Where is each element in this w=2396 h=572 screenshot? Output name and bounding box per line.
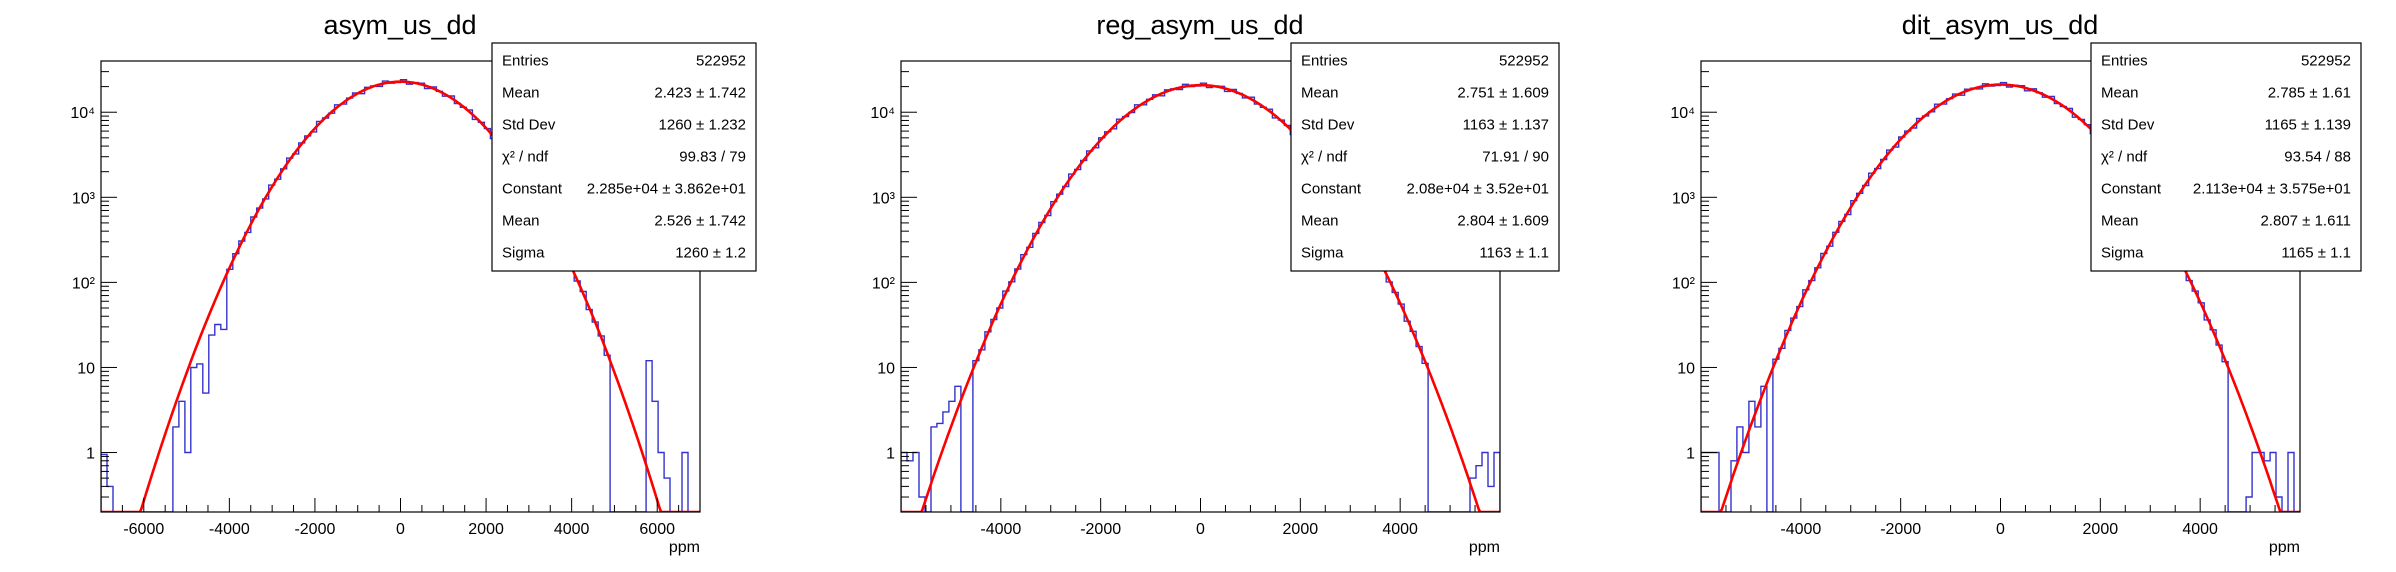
- stats-value: 2.113e+04 ± 3.575e+01: [2193, 180, 2351, 197]
- stats-value: 522952: [696, 52, 746, 69]
- fit-curve: [1701, 83, 2300, 512]
- stats-value: 2.785 ± 1.61: [2268, 84, 2351, 101]
- stats-label: Sigma: [1301, 244, 1344, 261]
- x-tick-label: 0: [1996, 521, 2005, 538]
- stats-box: Entries 522952 Mean 2.751 ± 1.609 Std Dev 116…: [1290, 42, 1560, 272]
- x-tick-label: -2000: [1880, 521, 1921, 538]
- stats-label: Entries: [502, 52, 549, 69]
- x-tick-label: -2000: [1080, 521, 1121, 538]
- chart-title: dit_asym_us_dd: [1902, 10, 2099, 40]
- stats-label: Sigma: [502, 244, 545, 261]
- x-tick-label: 4000: [554, 521, 590, 538]
- stats-box-frame: [491, 42, 757, 272]
- stats-label: Std Dev: [502, 116, 556, 133]
- x-tick-label: 4000: [2182, 521, 2218, 538]
- x-tick-label: -4000: [980, 521, 1021, 538]
- x-tick-label: -4000: [209, 521, 250, 538]
- stats-label: Constant: [2101, 180, 2162, 197]
- y-tick-label: 10: [1677, 360, 1695, 377]
- stats-label: Mean: [1301, 212, 1339, 229]
- stats-box: Entries 522952 Mean 2.785 ± 1.61 Std Dev 1165…: [2090, 42, 2362, 272]
- stats-value: 93.54 / 88: [2284, 148, 2351, 165]
- stats-value: 2.807 ± 1.611: [2260, 212, 2351, 229]
- x-tick-label: -2000: [294, 521, 335, 538]
- y-tick-label: 10³: [872, 190, 896, 207]
- stats-value: 1260 ± 1.2: [675, 244, 746, 261]
- stats-label: Mean: [2101, 212, 2139, 229]
- stats-box: Entries 522952 Mean 2.423 ± 1.742 Std Dev 126…: [491, 42, 757, 272]
- stats-value: 99.83 / 79: [679, 148, 746, 165]
- stats-box-frame: [2090, 42, 2362, 272]
- stats-value: 522952: [2301, 52, 2351, 69]
- histogram-panel-1: asym_us_dd -6000 -4000 -2000 0 2000 4000 6000 1 1…: [70, 10, 757, 556]
- chart-title: reg_asym_us_dd: [1096, 10, 1303, 40]
- y-tick-label: 1: [886, 446, 895, 463]
- fit-curve: [101, 80, 700, 512]
- y-tick-label: 10²: [1672, 275, 1696, 292]
- y-tick-label: 10⁴: [70, 105, 95, 122]
- stats-label: Constant: [502, 180, 563, 197]
- y-tick-label: 10: [77, 360, 95, 377]
- chart-title: asym_us_dd: [323, 10, 476, 40]
- x-tick-label: 2000: [1283, 521, 1319, 538]
- stats-label: Sigma: [2101, 244, 2144, 261]
- stats-label: Std Dev: [2101, 116, 2155, 133]
- fit-curve: [901, 83, 1500, 512]
- x-tick-label: 0: [1196, 521, 1205, 538]
- y-tick-label: 10²: [872, 275, 896, 292]
- stats-value: 1163 ± 1.137: [1463, 116, 1549, 133]
- stats-label: Mean: [2101, 84, 2139, 101]
- stats-label: Constant: [1301, 180, 1362, 197]
- stats-value: 2.285e+04 ± 3.862e+01: [587, 180, 746, 197]
- x-tick-label: 2000: [2083, 521, 2119, 538]
- stats-label: χ² / ndf: [1301, 148, 1348, 165]
- y-tick-label: 1: [1686, 446, 1695, 463]
- stats-value: 2.751 ± 1.609: [1457, 84, 1549, 101]
- stats-value: 1165 ± 1.1: [2281, 244, 2351, 261]
- stats-value: 522952: [1499, 52, 1549, 69]
- stats-value: 2.526 ± 1.742: [654, 212, 746, 229]
- y-tick-label: 10²: [72, 275, 96, 292]
- x-tick-label: 4000: [1382, 521, 1418, 538]
- stats-label: Mean: [502, 212, 540, 229]
- y-tick-label: 10³: [1672, 190, 1696, 207]
- x-axis-label: ppm: [669, 539, 700, 556]
- stats-value: 2.804 ± 1.609: [1457, 212, 1549, 229]
- stats-value: 1260 ± 1.232: [659, 116, 746, 133]
- stats-label: Std Dev: [1301, 116, 1355, 133]
- x-tick-label: -6000: [123, 521, 164, 538]
- x-tick-label: 2000: [468, 521, 504, 538]
- y-tick-label: 10⁴: [870, 105, 895, 122]
- stats-value: 1165 ± 1.139: [2265, 116, 2351, 133]
- stats-label: χ² / ndf: [502, 148, 549, 165]
- y-tick-label: 10: [877, 360, 895, 377]
- stats-label: χ² / ndf: [2101, 148, 2148, 165]
- y-tick-label: 10⁴: [1670, 105, 1695, 122]
- stats-value: 1163 ± 1.1: [1479, 244, 1549, 261]
- x-axis-label: ppm: [1469, 539, 1500, 556]
- stats-label: Mean: [1301, 84, 1339, 101]
- histogram-panel-3: dit_asym_us_dd -4000 -2000 0 2000 4000 1 10 10² 1…: [1670, 10, 2362, 556]
- x-axis-label: ppm: [2269, 539, 2300, 556]
- stats-label: Entries: [2101, 52, 2148, 69]
- y-tick-label: 1: [86, 446, 95, 463]
- x-tick-label: 0: [396, 521, 405, 538]
- stats-value: 71.91 / 90: [1482, 148, 1549, 165]
- stats-box-frame: [1290, 42, 1560, 272]
- x-tick-label: 6000: [639, 521, 675, 538]
- stats-value: 2.423 ± 1.742: [654, 84, 746, 101]
- stats-label: Entries: [1301, 52, 1348, 69]
- x-tick-label: -4000: [1780, 521, 1821, 538]
- histogram-panel-2: reg_asym_us_dd -4000 -2000 0 2000 4000 1 10 10² 1…: [870, 10, 1560, 556]
- y-tick-label: 10³: [72, 190, 96, 207]
- stats-value: 2.08e+04 ± 3.52e+01: [1406, 180, 1549, 197]
- stats-label: Mean: [502, 84, 540, 101]
